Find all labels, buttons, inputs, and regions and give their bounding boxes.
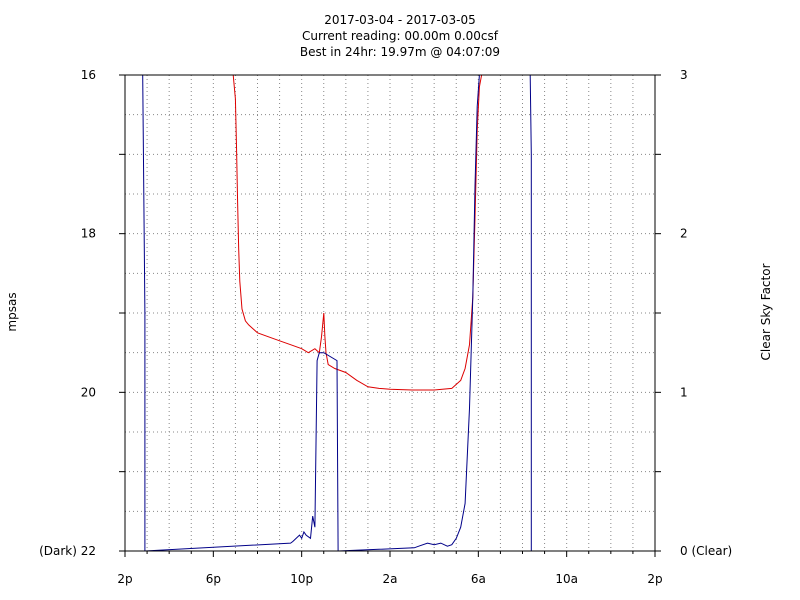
axes: 2p 6p 10p 2a 6a 10a 2p 16 18 20 (Dark) 22 3 2 1 0 (Cle…: [39, 68, 732, 586]
x-tick-label: 2a: [383, 572, 398, 586]
y-tick-label-left: (Dark) 22: [39, 544, 96, 558]
best-in-24hr-line: Best in 24hr: 19.97m @ 04:07:09: [300, 45, 500, 59]
x-tick-label: 6p: [206, 572, 221, 586]
y-tick-label-right: 0 (Clear): [680, 544, 732, 558]
y-tick-label-left: 16: [81, 68, 96, 82]
y-axis-label-left: mpsas: [5, 292, 19, 331]
x-tick-label: 10p: [290, 572, 313, 586]
plot-series: [125, 74, 655, 552]
y-axis-label-right: Clear Sky Factor: [759, 263, 773, 360]
x-tick-label: 6a: [471, 572, 486, 586]
y-tick-label-left: 20: [81, 385, 96, 399]
x-tick-label: 10a: [555, 572, 578, 586]
y-tick-label-right: 1: [680, 385, 688, 399]
x-tick-label: 2p: [647, 572, 662, 586]
chart-title: 2017-03-04 - 2017-03-05: [324, 13, 475, 27]
y-tick-label-left: 18: [81, 227, 96, 241]
gridlines: [125, 75, 655, 551]
y-tick-label-right: 2: [680, 227, 688, 241]
current-reading-line: Current reading: 00.00m 0.00csf: [302, 29, 499, 43]
y-tick-label-right: 3: [680, 68, 688, 82]
x-tick-label: 2p: [117, 572, 132, 586]
clear-sky-factor-line: [142, 74, 532, 552]
mpsas-line: [125, 74, 655, 391]
